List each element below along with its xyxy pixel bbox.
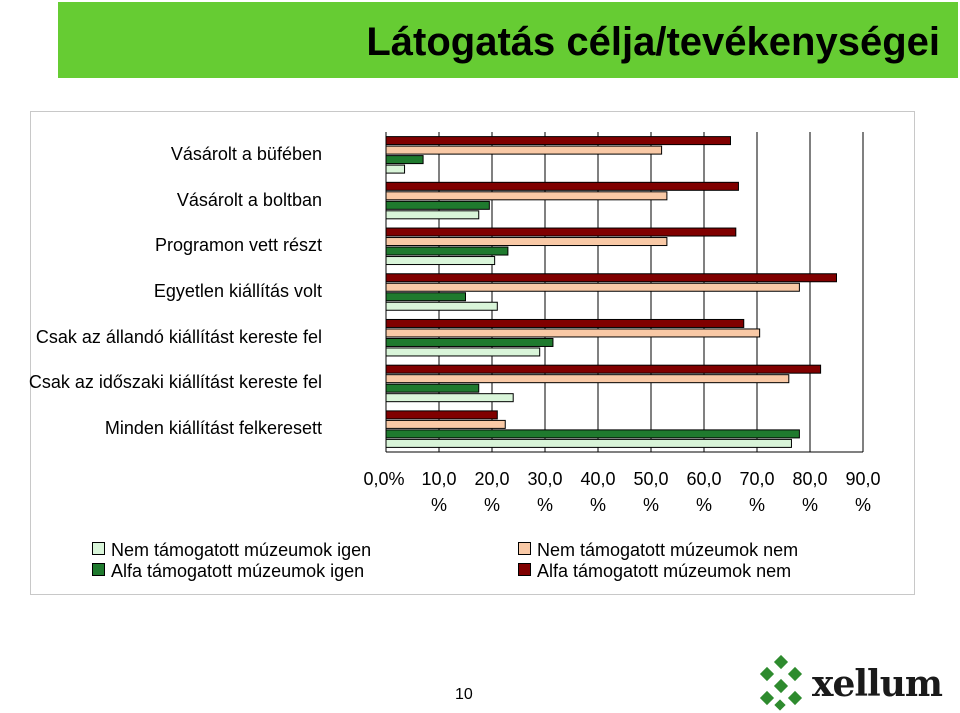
chart-frame: Vásárolt a büfében Vásárolt a boltban Prog…: [28, 111, 915, 595]
bar: [385, 155, 424, 165]
legend-label: Alfa támogatott múzeumok igen: [111, 561, 365, 581]
bar: [385, 136, 731, 146]
bar: [385, 429, 800, 439]
legend-item: Alfa támogatott múzeumok nem: [518, 561, 791, 581]
page-number: 10: [455, 686, 473, 703]
category-label: Csak az időszaki kiállítást kereste fel: [28, 372, 322, 393]
legend-item: Nem támogatott múzeumok nem: [518, 540, 798, 560]
x-tick-label: 40,0%: [580, 469, 616, 515]
logo-text: xellum: [812, 663, 943, 705]
bar: [385, 328, 761, 338]
chart-legend: Nem támogatott múzeumok igen Nem támogato…: [88, 540, 908, 584]
bar: [385, 164, 406, 174]
bar: [385, 292, 466, 302]
x-tick-label: 70,0%: [739, 469, 775, 515]
x-tick-label: 60,0%: [686, 469, 722, 515]
legend-swatch: [518, 542, 531, 555]
x-tick-label: 10,0%: [421, 469, 457, 515]
x-tick-label: 0,0%: [363, 469, 405, 489]
xellum-logo: xellum: [752, 655, 952, 713]
bar: [385, 256, 496, 266]
bar-chart: [385, 132, 864, 453]
bar: [385, 374, 790, 384]
slide-title: Látogatás célja/tevékenységei: [366, 20, 940, 64]
x-tick-label: 90,0%: [845, 469, 881, 515]
bar: [385, 200, 490, 210]
legend-swatch: [518, 563, 531, 576]
bar: [385, 237, 668, 247]
title-banner: Látogatás célja/tevékenységei: [58, 2, 958, 78]
legend-swatch: [92, 542, 105, 555]
bar: [385, 364, 822, 374]
x-tick-label: 80,0%: [792, 469, 828, 515]
category-label: Programon vett részt: [154, 235, 322, 256]
x-tick-label: 20,0%: [474, 469, 510, 515]
category-label: Vásárolt a boltban: [176, 189, 322, 210]
bar: [385, 410, 498, 420]
category-label: Csak az állandó kiállítást kereste fel: [35, 326, 322, 347]
bar: [385, 227, 737, 237]
x-tick-label: 30,0%: [527, 469, 563, 515]
category-label: Vásárolt a büfében: [170, 143, 322, 164]
category-label: Minden kiállítást felkeresett: [104, 418, 322, 439]
category-label: Egyetlen kiállítás volt: [153, 281, 322, 301]
bar: [385, 318, 745, 328]
x-tick-label: 50,0%: [633, 469, 669, 515]
bar: [385, 438, 792, 448]
legend-label: Nem támogatott múzeumok igen: [111, 540, 372, 560]
legend-label: Alfa támogatott múzeumok nem: [537, 561, 792, 581]
legend-swatch: [92, 563, 105, 576]
bar: [385, 246, 509, 256]
bar: [385, 383, 480, 393]
bar: [385, 282, 800, 292]
logo-mark-icon: [759, 655, 803, 711]
bar: [385, 181, 739, 191]
bar: [385, 419, 506, 429]
bar: [385, 145, 663, 155]
legend-item: Nem támogatott múzeumok igen: [92, 540, 371, 560]
bar: [385, 337, 554, 347]
legend-label: Nem támogatott múzeumok nem: [537, 540, 799, 560]
bar: [385, 347, 541, 357]
bar: [385, 210, 480, 220]
bar: [385, 191, 668, 201]
bar: [385, 393, 514, 403]
bar: [385, 301, 498, 311]
legend-item: Alfa támogatott múzeumok igen: [92, 561, 364, 581]
bar: [385, 273, 837, 283]
